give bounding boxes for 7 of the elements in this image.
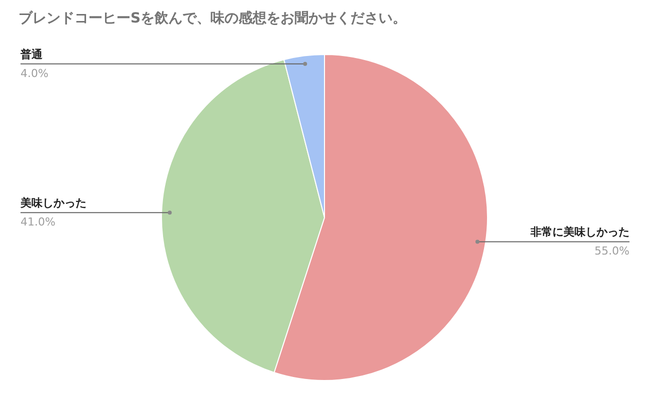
slice-label: 非常に美味しかった (530, 226, 630, 239)
slice-label: 美味しかった (20, 196, 86, 210)
chart-title: ブレンドコーヒーSを飲んで、味の感想をお聞かせください。 (18, 10, 407, 26)
data-label: 55.0% (594, 244, 630, 258)
slice-label: 普通 (20, 48, 44, 61)
data-label: 4.0% (20, 66, 48, 80)
data-label: 41.0% (20, 216, 56, 229)
